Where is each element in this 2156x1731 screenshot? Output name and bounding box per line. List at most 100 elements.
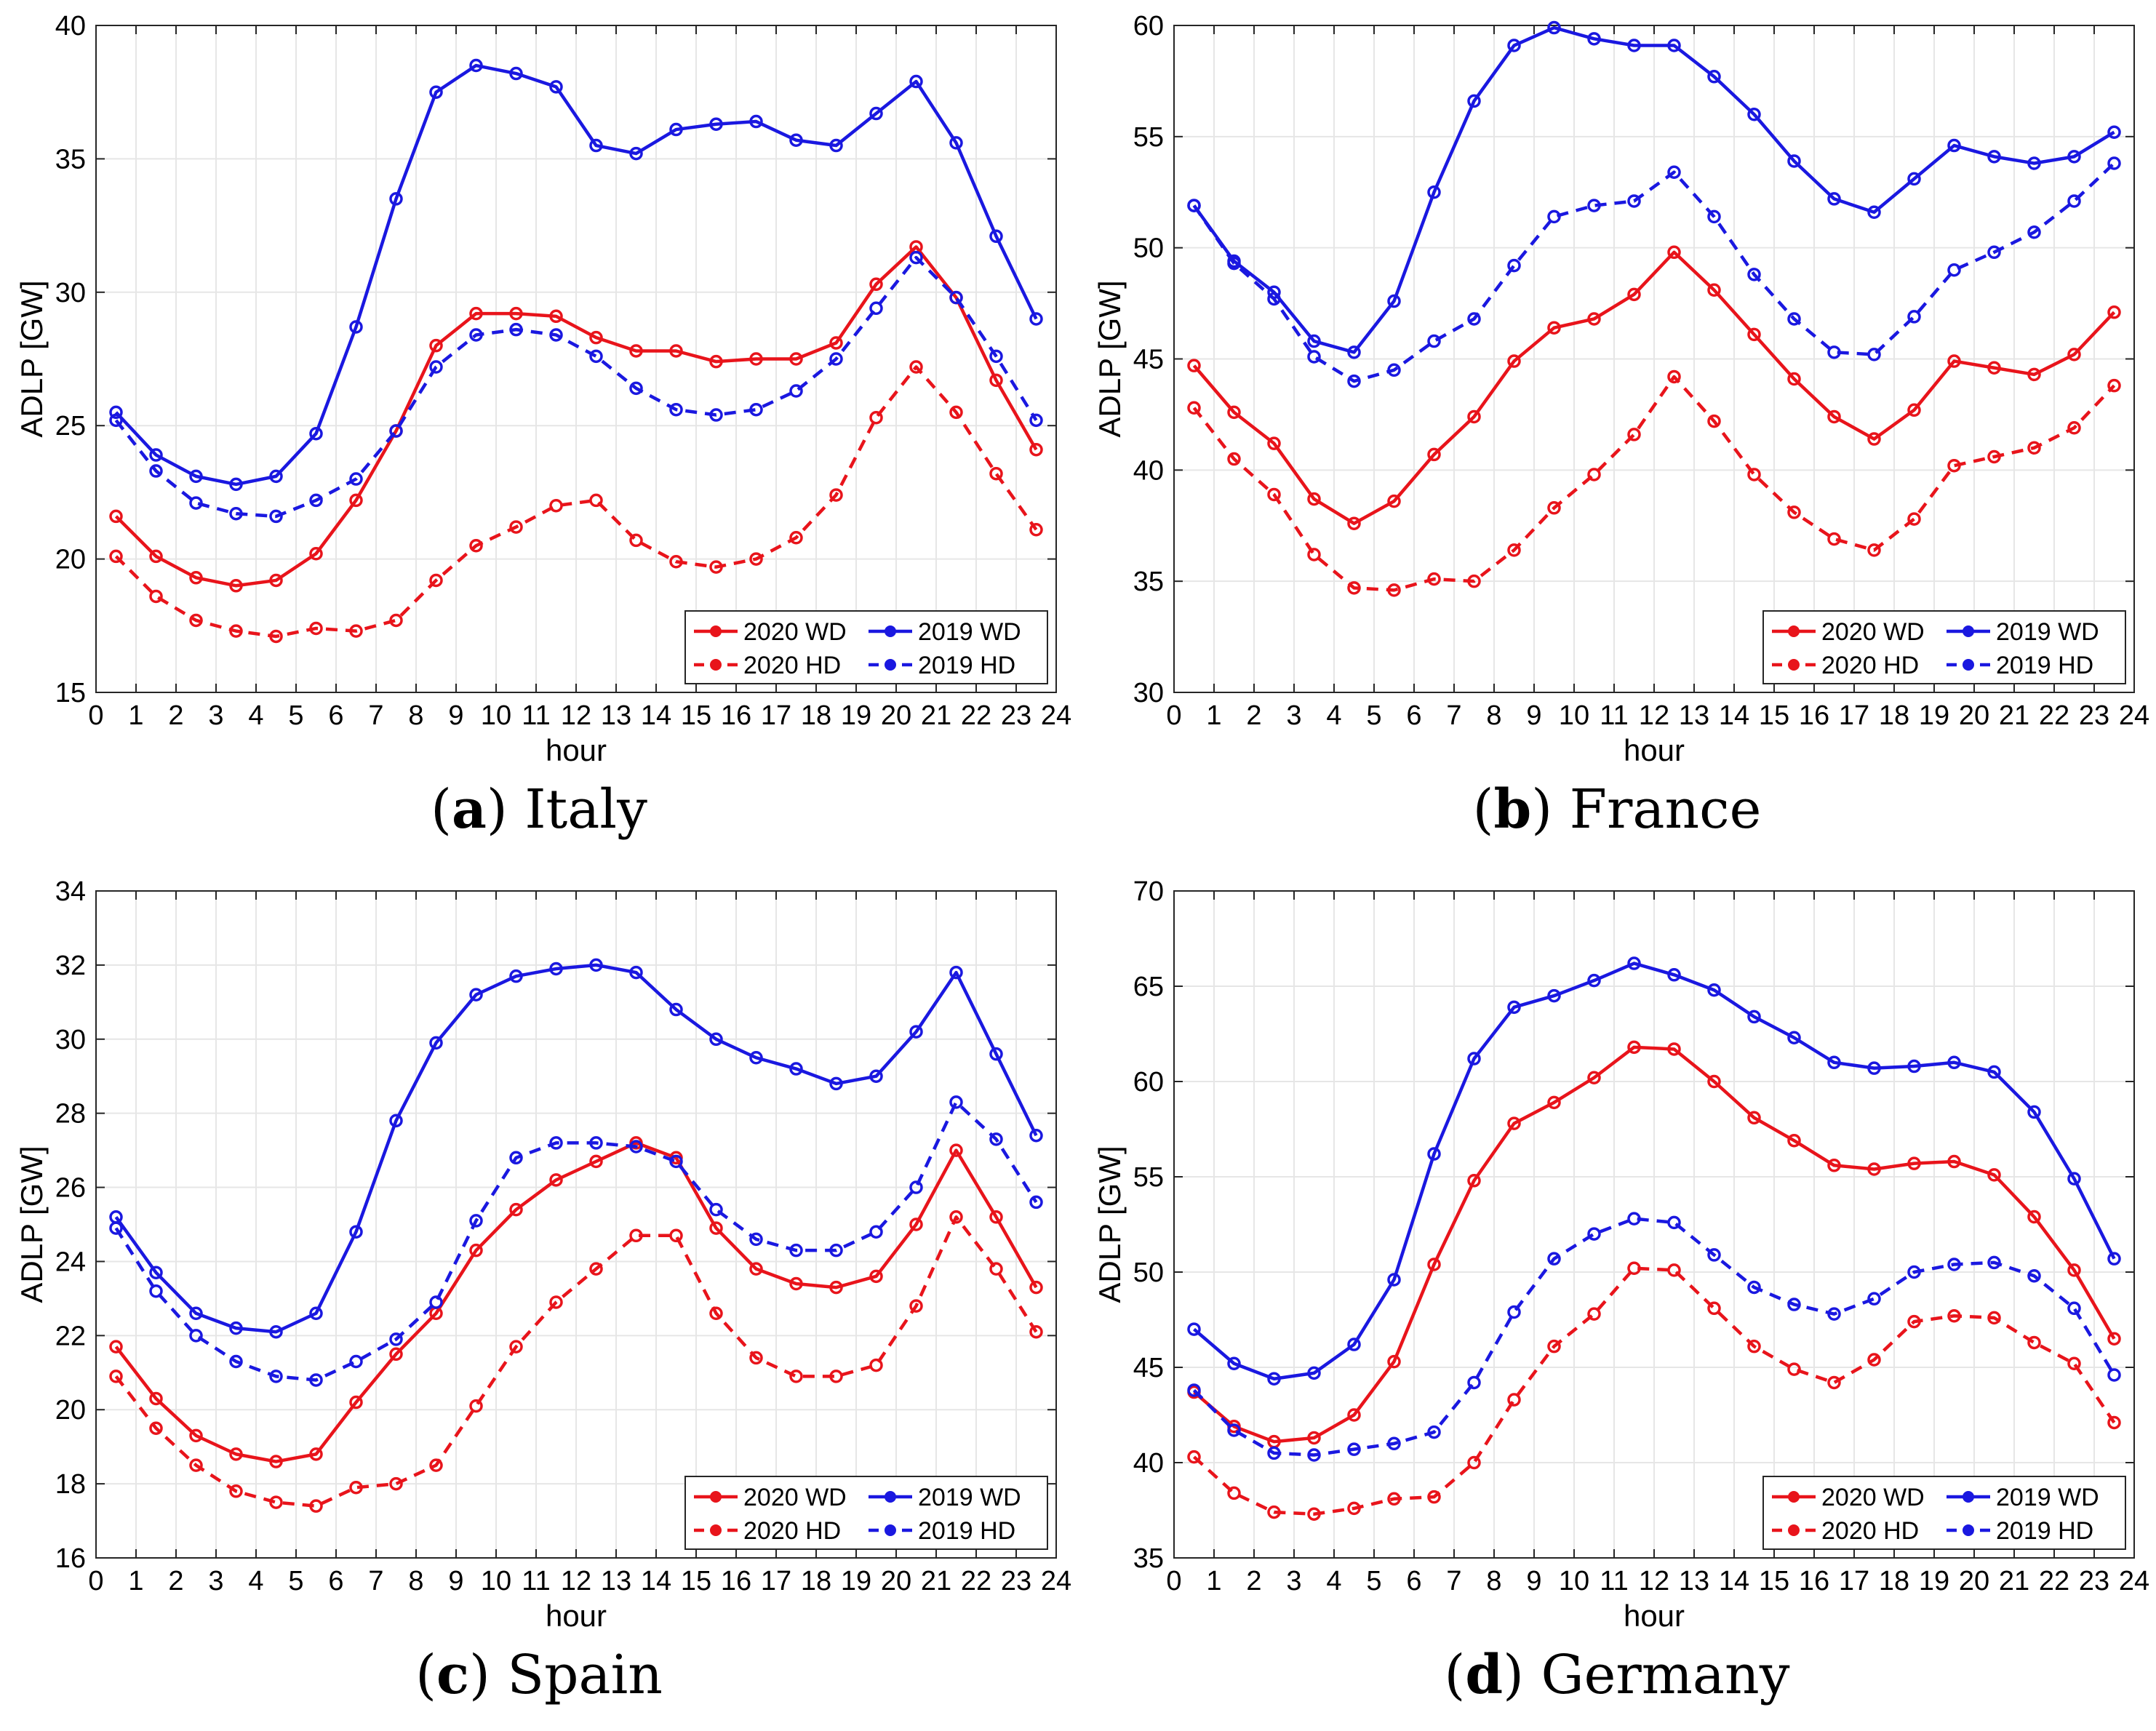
ticks bbox=[95, 890, 1057, 1559]
chart-italy: 0 1 2 3 4 5 6 7 8 9 10 11 12 13 14 15 16 17 18 19 20 21 22 23 24… bbox=[15, 11, 1071, 767]
data-point bbox=[1667, 369, 1681, 384]
legend-marker bbox=[885, 659, 896, 671]
data-point bbox=[1747, 1111, 1761, 1125]
x-axis-label: hour bbox=[1624, 1599, 1685, 1633]
legend-label: 2020 WD bbox=[743, 1484, 847, 1511]
x-tick-label: 23 bbox=[1001, 1566, 1031, 1596]
data-point bbox=[1787, 1133, 1801, 1148]
data-point bbox=[349, 624, 363, 638]
legend: 2020 WD 2019 WD 2020 HD 2019 HD bbox=[684, 610, 1048, 684]
data-point bbox=[549, 80, 563, 94]
data-point bbox=[669, 555, 683, 569]
data-point bbox=[1987, 361, 2001, 375]
data-point bbox=[1029, 312, 1043, 326]
x-tick-label: 15 bbox=[1759, 1566, 1789, 1596]
x-tick-label: 20 bbox=[881, 1566, 911, 1596]
data-point bbox=[269, 509, 283, 524]
x-tick-label: 21 bbox=[1999, 700, 2029, 731]
y-tick-label: 20 bbox=[55, 1395, 86, 1426]
data-point bbox=[949, 405, 963, 420]
x-tick-label: 11 bbox=[522, 1566, 550, 1596]
data-point bbox=[669, 344, 683, 358]
data-point bbox=[189, 1329, 203, 1343]
data-point bbox=[1747, 1010, 1761, 1024]
data-point bbox=[109, 1340, 123, 1354]
legend-label: 2020 HD bbox=[1821, 1517, 1919, 1545]
data-point bbox=[189, 1428, 203, 1443]
data-point bbox=[189, 1306, 203, 1321]
data-point bbox=[389, 192, 403, 206]
x-tick-label: 24 bbox=[1041, 1566, 1071, 1596]
data-point bbox=[1267, 1505, 1281, 1519]
x-tick-label: 4 bbox=[248, 700, 263, 731]
data-point bbox=[909, 74, 923, 89]
data-point bbox=[1667, 39, 1681, 52]
data-point bbox=[949, 136, 963, 150]
data-point bbox=[389, 424, 403, 438]
data-point bbox=[1427, 334, 1441, 348]
data-point bbox=[389, 613, 403, 628]
data-point bbox=[109, 509, 123, 524]
series-2019-hd bbox=[109, 1095, 1043, 1387]
series-line bbox=[1192, 161, 2116, 383]
ticks bbox=[1173, 890, 2135, 1559]
legend-label: 2019 HD bbox=[1996, 652, 2093, 679]
x-tick-label: 1 bbox=[128, 1566, 143, 1596]
series-2020-wd bbox=[1187, 245, 2121, 530]
series-line bbox=[1193, 962, 2116, 1380]
data-point bbox=[2067, 1356, 2081, 1371]
data-point bbox=[189, 469, 203, 484]
data-point bbox=[1267, 436, 1281, 450]
panel-italy: 0 1 2 3 4 5 6 7 8 9 10 11 12 13 14 15 16 17 18 19 20 21 22 23 24… bbox=[0, 0, 1078, 866]
data-point bbox=[589, 1136, 603, 1150]
data-point bbox=[1907, 310, 1921, 324]
x-tick-label: 8 bbox=[408, 1566, 423, 1596]
data-point bbox=[149, 1284, 163, 1298]
x-tick-label: 18 bbox=[1879, 700, 1909, 731]
y-tick-label: 35 bbox=[55, 144, 86, 175]
x-tick-label: 15 bbox=[1759, 700, 1789, 731]
panel-france: 0 1 2 3 4 5 6 7 8 9 10 11 12 13 14 15 16 17 18 19 20 21 22 23 24… bbox=[1078, 0, 2156, 866]
data-point bbox=[589, 958, 603, 972]
data-point bbox=[2107, 305, 2121, 319]
legend-marker bbox=[1963, 1524, 1974, 1536]
data-point bbox=[2067, 1263, 2081, 1277]
legend-label: 2019 HD bbox=[1996, 1517, 2093, 1545]
data-point bbox=[1547, 1095, 1561, 1110]
data-point bbox=[1707, 983, 1721, 997]
x-tick-label: 17 bbox=[1839, 700, 1869, 731]
x-tick-label: 9 bbox=[448, 1566, 463, 1596]
x-axis-label: hour bbox=[546, 1599, 607, 1633]
data-point bbox=[629, 146, 643, 161]
data-point bbox=[1787, 372, 1801, 386]
data-point bbox=[1187, 199, 1201, 212]
data-point bbox=[869, 106, 883, 121]
series-2020-hd bbox=[109, 360, 1043, 644]
data-point bbox=[1187, 1322, 1201, 1336]
data-point bbox=[229, 579, 243, 593]
data-point bbox=[1467, 574, 1481, 588]
series-line bbox=[1192, 25, 2115, 354]
data-point bbox=[1627, 1261, 1641, 1276]
data-point bbox=[1387, 1492, 1401, 1506]
data-point bbox=[1867, 205, 1881, 220]
data-point bbox=[1387, 1354, 1401, 1369]
data-point bbox=[709, 1306, 723, 1321]
data-point bbox=[1827, 345, 1841, 359]
data-point bbox=[549, 328, 563, 342]
y-tick-label: 30 bbox=[55, 278, 86, 308]
data-point bbox=[1987, 1065, 2001, 1079]
x-tick-label: 11 bbox=[1600, 1566, 1628, 1596]
series-line bbox=[114, 1141, 1038, 1463]
data-point bbox=[1387, 1273, 1401, 1287]
data-point bbox=[1747, 327, 1761, 342]
x-tick-label: 0 bbox=[88, 1566, 103, 1596]
data-point bbox=[549, 1295, 563, 1309]
data-point bbox=[1707, 209, 1721, 224]
data-point bbox=[829, 1243, 843, 1258]
x-tick-label: 22 bbox=[961, 1566, 991, 1596]
x-tick-label: 3 bbox=[208, 700, 223, 731]
data-point bbox=[1867, 543, 1881, 557]
x-tick-label: 2 bbox=[1246, 1566, 1261, 1596]
x-tick-label: 10 bbox=[481, 1566, 511, 1596]
